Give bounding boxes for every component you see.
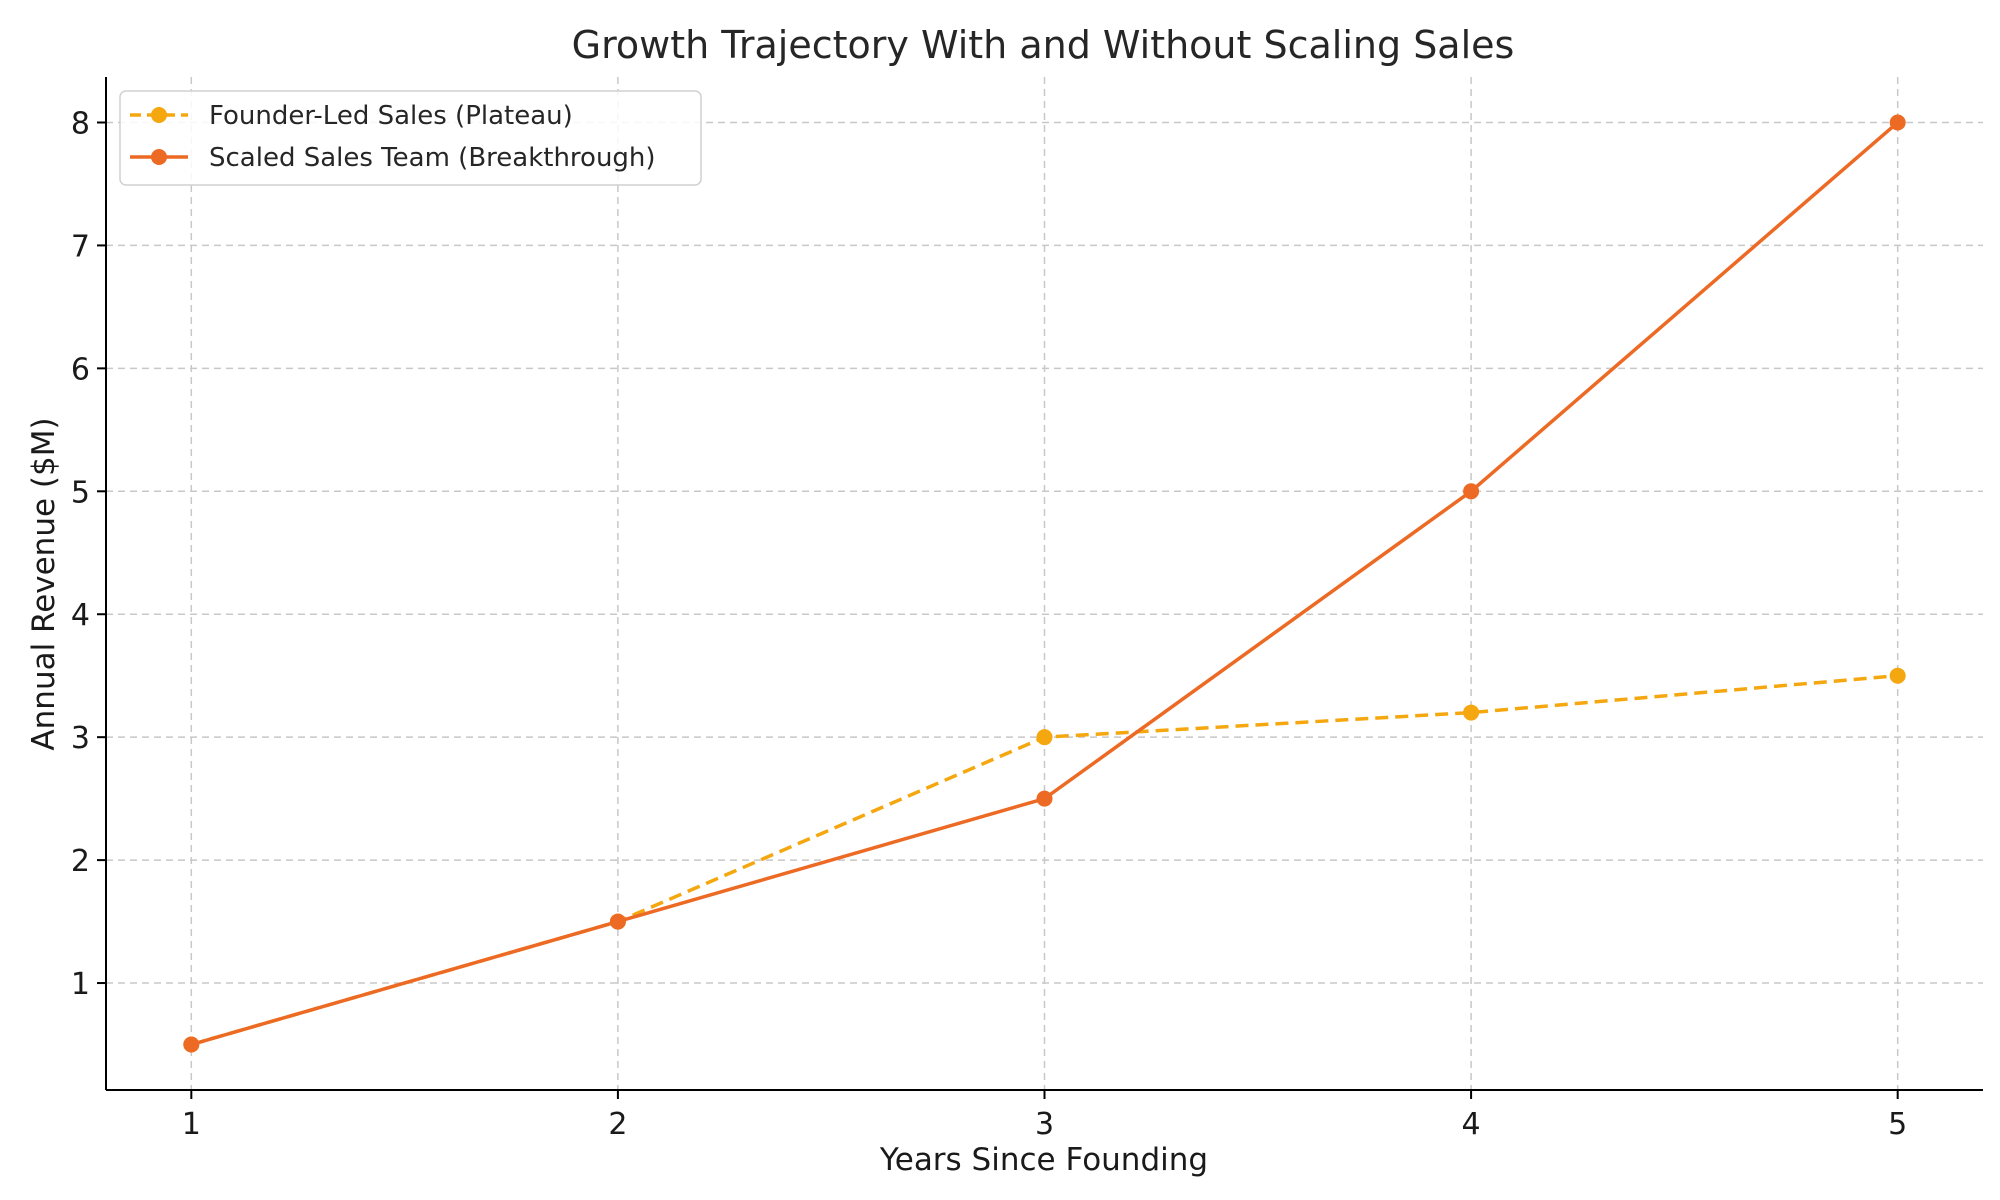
- x-tick-label: 4: [1462, 1107, 1481, 1142]
- y-tick-label: 5: [71, 475, 90, 510]
- y-tick-label: 8: [71, 106, 90, 141]
- y-tick-label: 4: [71, 598, 90, 633]
- y-tick-label: 2: [71, 844, 90, 879]
- data-point: [1036, 790, 1053, 807]
- series-1: [183, 114, 1906, 1053]
- x-tick-label: 2: [608, 1107, 627, 1142]
- y-axis-label: Annual Revenue ($M): [26, 417, 62, 750]
- data-point: [1889, 114, 1906, 131]
- data-point: [1889, 667, 1906, 684]
- legend: Founder-Led Sales (Plateau) Scaled Sales…: [119, 90, 702, 186]
- data-point: [1463, 704, 1480, 721]
- grid-lines: [106, 77, 1983, 1090]
- data-point: [183, 1036, 200, 1053]
- data-point: [1036, 729, 1053, 746]
- legend-marker-founder-led: [151, 107, 167, 123]
- y-tick-label: 7: [71, 229, 90, 264]
- y-tick-label: 1: [71, 967, 90, 1002]
- y-tick-label: 6: [71, 352, 90, 387]
- data-point: [609, 913, 626, 930]
- x-tick-label: 1: [182, 1107, 201, 1142]
- y-tick-label: 3: [71, 721, 90, 756]
- y-axis-ticks: 1 2 3 4 5 6 7 8: [71, 106, 106, 1002]
- legend-marker-scaled-sales: [151, 149, 167, 165]
- x-axis-ticks: 1 2 3 4 5: [182, 1090, 1907, 1142]
- data-point: [1463, 483, 1480, 500]
- legend-box: [119, 90, 702, 186]
- x-tick-label: 3: [1035, 1107, 1054, 1142]
- legend-label-scaled-sales: Scaled Sales Team (Breakthrough): [209, 143, 656, 173]
- x-tick-label: 5: [1888, 1107, 1907, 1142]
- legend-label-founder-led: Founder-Led Sales (Plateau): [209, 101, 573, 131]
- chart-title: Growth Trajectory With and Without Scali…: [572, 23, 1515, 67]
- series-layer: [183, 114, 1906, 1053]
- x-axis-label: Years Since Founding: [879, 1142, 1208, 1178]
